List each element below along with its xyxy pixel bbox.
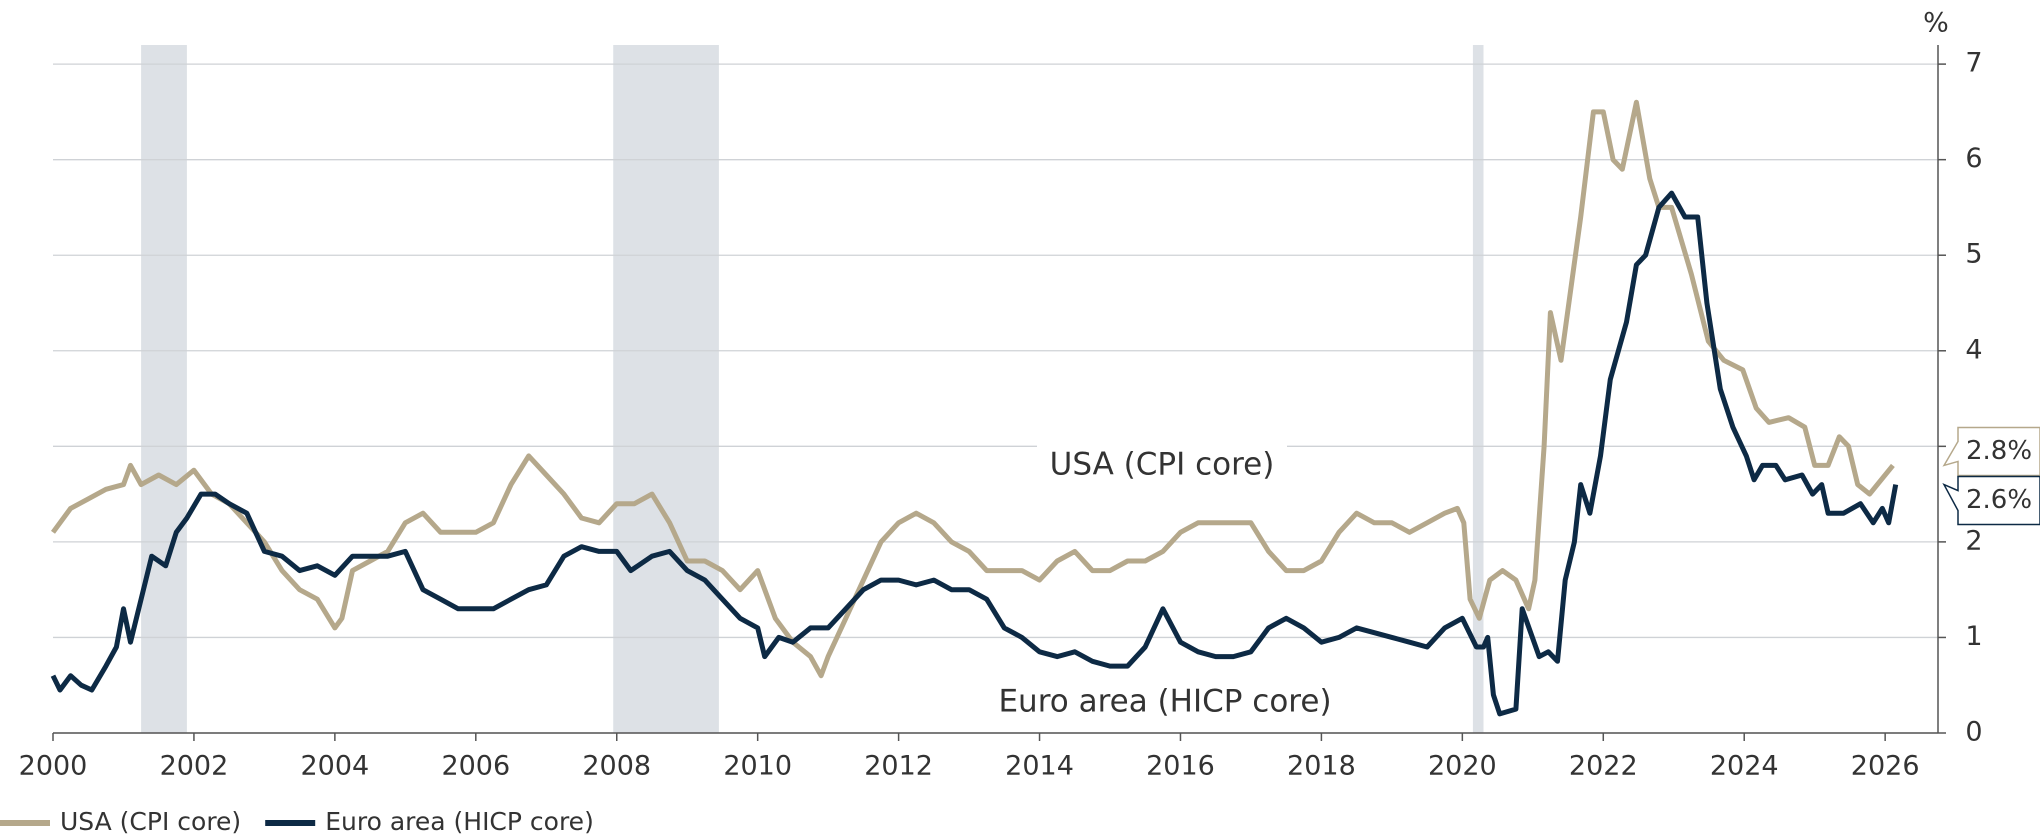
end-value-label: 2.6%	[1966, 485, 2032, 515]
series-label-bg	[1037, 444, 1287, 488]
callout-box	[1942, 426, 2040, 477]
x-tick-label: 2006	[441, 751, 510, 782]
series-label: Euro area (HICP core)	[998, 684, 1331, 720]
series-line	[50, 190, 1899, 717]
y-unit-label: %	[1923, 8, 1949, 39]
legend-label: Euro area (HICP core)	[325, 807, 594, 836]
x-tick-label: 2024	[1710, 751, 1779, 782]
recession-band	[141, 45, 187, 733]
x-tick-label: 2014	[1005, 751, 1074, 782]
y-tick-label: 5	[1965, 239, 1982, 270]
x-tick-label: 2012	[864, 751, 933, 782]
recession-band	[613, 45, 719, 733]
y-tick-label: 1	[1965, 621, 1982, 652]
x-tick-label: 2018	[1287, 751, 1356, 782]
y-tick-label: 2	[1965, 525, 1982, 556]
series-line	[50, 99, 1895, 679]
x-tick-label: 2016	[1146, 751, 1215, 782]
x-tick-label: 2002	[160, 751, 229, 782]
end-callout: 2.8%	[1942, 426, 2040, 477]
y-tick-label: 0	[1965, 717, 1982, 748]
x-tick-label: 2010	[723, 751, 792, 782]
x-tick-label: 2026	[1851, 751, 1920, 782]
x-tick-label: 2000	[19, 751, 88, 782]
end-callout: 2.6%	[1942, 475, 2040, 526]
legend-label: USA (CPI core)	[60, 807, 241, 836]
x-tick-label: 2004	[301, 751, 370, 782]
end-value-label: 2.8%	[1966, 436, 2032, 466]
series-label: USA (CPI core)	[1050, 447, 1275, 483]
x-tick-label: 2008	[582, 751, 651, 782]
y-tick-label: 7	[1965, 48, 1982, 79]
callout-box	[1942, 475, 2040, 526]
x-tick-label: 2022	[1569, 751, 1638, 782]
y-tick-label: 6	[1965, 143, 1982, 174]
recession-band	[1472, 45, 1484, 733]
x-tick-label: 2020	[1428, 751, 1497, 782]
y-tick-label: 4	[1965, 334, 1982, 365]
